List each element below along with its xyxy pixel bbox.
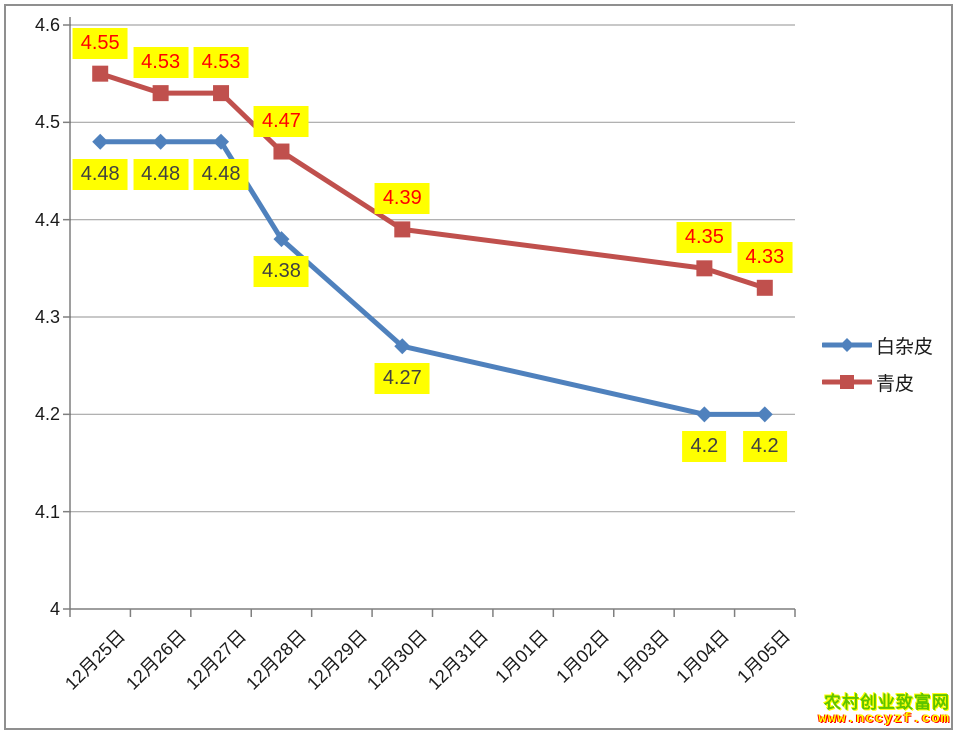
legend-square-marker-icon bbox=[822, 375, 872, 389]
data-point-marker-diamond bbox=[152, 133, 169, 150]
legend-label-0: 白杂皮 bbox=[876, 336, 934, 358]
y-tick-label: 4 bbox=[49, 599, 60, 619]
y-tick-label: 4.3 bbox=[34, 307, 60, 327]
y-tick-label: 4.5 bbox=[34, 112, 60, 133]
data-point-marker-square bbox=[273, 143, 290, 160]
data-point-label: 4.48 bbox=[72, 158, 128, 190]
data-point-label: 4.55 bbox=[72, 27, 128, 59]
legend-label-1: 青皮 bbox=[876, 373, 915, 395]
data-point-marker-diamond bbox=[273, 231, 290, 248]
y-tick-label: 4.6 bbox=[34, 15, 60, 35]
data-point-label: 4.2 bbox=[682, 431, 727, 463]
data-point-marker-square bbox=[92, 65, 109, 82]
legend-diamond-marker-icon bbox=[822, 338, 872, 352]
data-point-marker-square bbox=[213, 85, 230, 102]
data-point-marker-square bbox=[756, 279, 773, 296]
data-point-label: 4.53 bbox=[133, 47, 189, 79]
y-tick-label: 4.1 bbox=[34, 501, 60, 522]
y-tick-label: 4.2 bbox=[34, 404, 60, 425]
data-point-label: 4.2 bbox=[742, 431, 787, 463]
data-point-label: 4.27 bbox=[374, 363, 430, 395]
data-point-label: 4.35 bbox=[676, 222, 732, 254]
data-point-marker-square bbox=[394, 221, 411, 238]
data-point-marker-diamond bbox=[696, 406, 713, 423]
data-point-marker-diamond bbox=[213, 133, 230, 150]
data-point-marker-diamond bbox=[394, 338, 411, 355]
data-point-marker-square bbox=[696, 260, 713, 277]
chart-legend: 白杂皮 青皮 bbox=[822, 333, 933, 407]
data-point-label: 4.53 bbox=[193, 47, 249, 79]
data-point-label: 4.48 bbox=[193, 158, 249, 190]
legend-item-1: 青皮 bbox=[822, 370, 933, 395]
watermark-site-url: www.nccyzf.com bbox=[818, 711, 950, 728]
data-point-marker-square bbox=[152, 85, 169, 102]
data-point-marker-diamond bbox=[756, 406, 773, 423]
data-point-label: 4.48 bbox=[133, 158, 189, 190]
data-point-label: 4.38 bbox=[253, 256, 309, 288]
watermark-site-name: 农村创业致富网 bbox=[824, 693, 950, 713]
watermark: 农村创业致富网 www.nccyzf.com bbox=[818, 694, 950, 727]
data-point-label: 4.47 bbox=[253, 105, 309, 137]
y-tick-label: 4.4 bbox=[34, 209, 60, 230]
data-point-label: 4.33 bbox=[737, 241, 793, 273]
data-point-marker-diamond bbox=[92, 133, 109, 150]
data-point-label: 4.39 bbox=[374, 183, 430, 215]
legend-item-0: 白杂皮 bbox=[822, 333, 934, 358]
